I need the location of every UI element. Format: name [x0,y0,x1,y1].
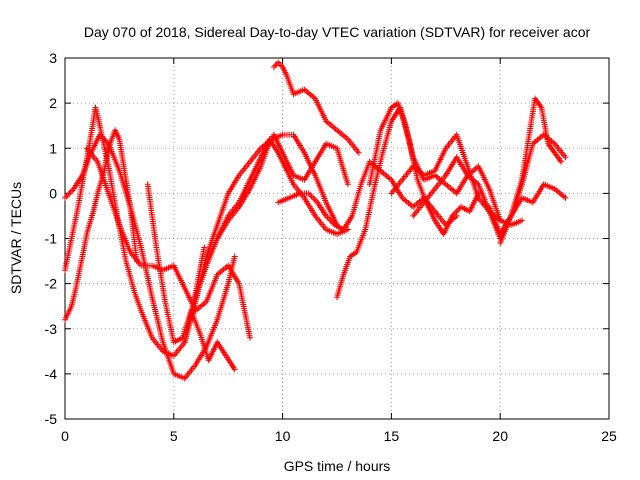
data-point-markers [270,59,362,156]
series-arc4 [83,145,253,341]
y-tick-label: -5 [45,411,58,427]
series-arc5 [144,181,238,373]
data-point-markers [497,181,569,246]
y-tick-label: 0 [49,185,57,201]
y-tick-label: 2 [49,95,57,111]
y-tick-label: 1 [49,140,57,156]
y-axis-label: SDTVAR / TECUs [8,182,24,294]
y-tick-label: -4 [45,366,58,382]
series-arc16 [497,181,569,246]
x-tick-label: 20 [492,428,508,444]
x-tick-label: 15 [384,428,400,444]
y-tick-label: -3 [45,321,58,337]
series-arc12 [366,100,504,224]
axis-ticks: 0 5 10 15 20 25 -5 -4 -3 -2 -1 0 1 2 3 [45,50,617,444]
data-point-markers [214,136,351,242]
x-axis-label: GPS time / hours [284,458,391,474]
y-tick-label: -2 [45,276,58,292]
x-tick-label: 25 [601,428,617,444]
chart-title: Day 070 of 2018, Sidereal Day-to-day VTE… [84,24,591,40]
x-tick-label: 5 [170,428,178,444]
y-tick-label: -1 [45,231,58,247]
y-tick-label: 3 [49,50,57,66]
data-point-markers [366,100,504,224]
data-point-markers [83,145,253,341]
series-arc6 [181,131,340,346]
series-arc8 [214,136,351,242]
data-point-markers [144,181,238,373]
data-points [62,59,569,382]
series-arc10 [270,59,362,156]
x-tick-label: 10 [275,428,291,444]
grid-lines [65,58,609,419]
x-tick-label: 0 [61,428,69,444]
data-point-markers [181,131,340,346]
